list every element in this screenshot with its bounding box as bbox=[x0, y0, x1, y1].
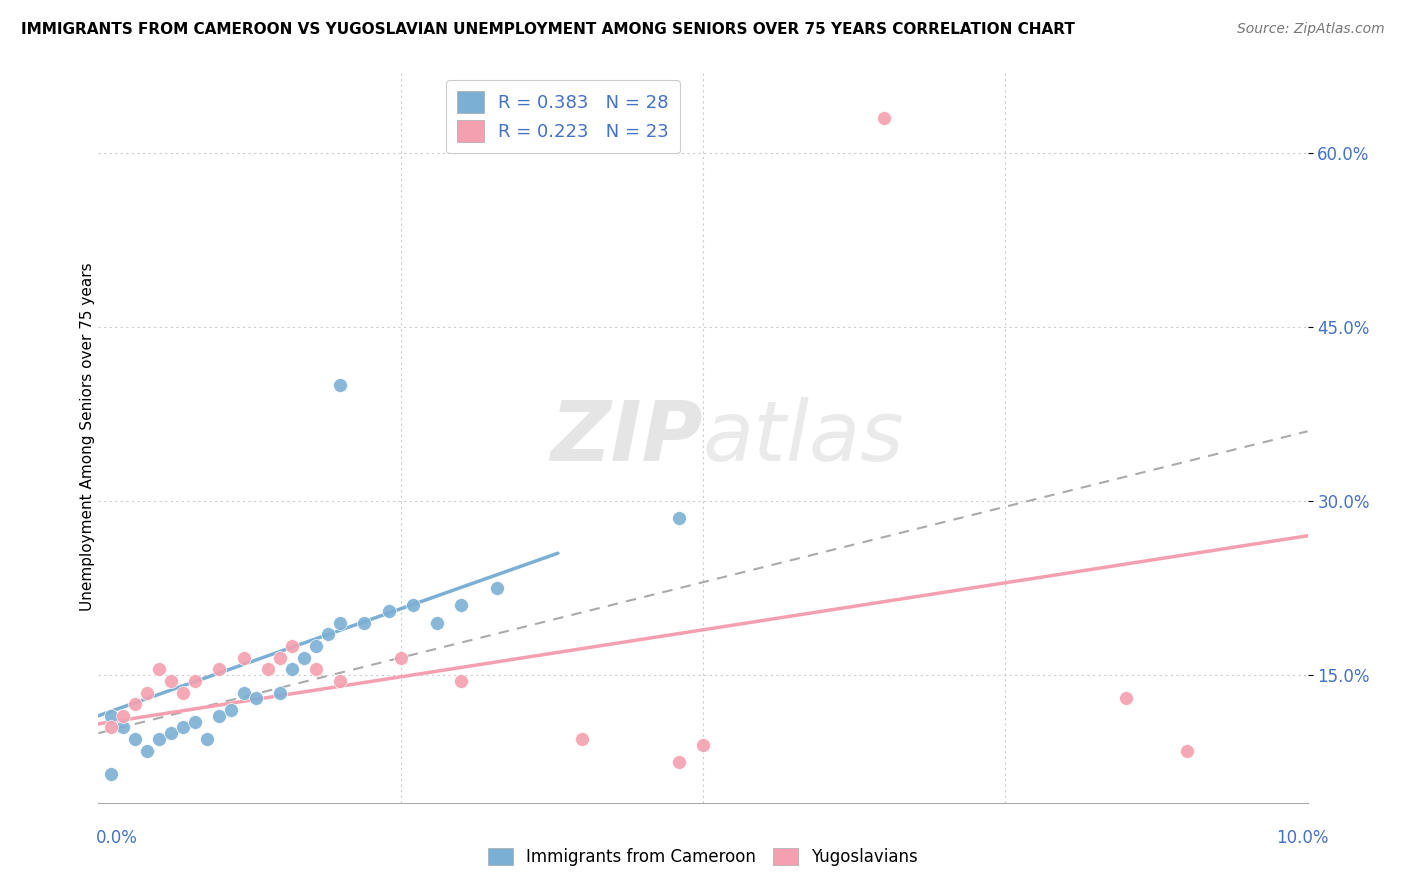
Point bbox=[426, 615, 449, 630]
Point bbox=[111, 720, 134, 734]
Point bbox=[208, 662, 231, 676]
Point bbox=[353, 615, 375, 630]
Point bbox=[692, 738, 714, 752]
Point bbox=[135, 743, 157, 757]
Point bbox=[184, 714, 207, 729]
Point bbox=[571, 731, 593, 746]
Point bbox=[316, 627, 339, 641]
Legend: R = 0.383   N = 28, R = 0.223   N = 23: R = 0.383 N = 28, R = 0.223 N = 23 bbox=[446, 80, 681, 153]
Point bbox=[305, 639, 328, 653]
Point bbox=[148, 662, 170, 676]
Point bbox=[100, 720, 122, 734]
Point bbox=[221, 703, 243, 717]
Point bbox=[450, 673, 472, 688]
Point bbox=[873, 111, 896, 125]
Point bbox=[281, 662, 304, 676]
Point bbox=[135, 685, 157, 699]
Point bbox=[1175, 743, 1198, 757]
Point bbox=[269, 650, 291, 665]
Point bbox=[1115, 691, 1137, 706]
Y-axis label: Unemployment Among Seniors over 75 years: Unemployment Among Seniors over 75 years bbox=[80, 263, 94, 611]
Text: Source: ZipAtlas.com: Source: ZipAtlas.com bbox=[1237, 22, 1385, 37]
Point bbox=[172, 720, 194, 734]
Text: ZIP: ZIP bbox=[550, 397, 703, 477]
Point bbox=[172, 685, 194, 699]
Text: 10.0%: 10.0% bbox=[1277, 829, 1329, 847]
Point bbox=[245, 691, 267, 706]
Point bbox=[100, 766, 122, 780]
Point bbox=[281, 639, 304, 653]
Legend: Immigrants from Cameroon, Yugoslavians: Immigrants from Cameroon, Yugoslavians bbox=[481, 841, 925, 873]
Point bbox=[148, 731, 170, 746]
Point bbox=[329, 673, 352, 688]
Point bbox=[269, 685, 291, 699]
Point bbox=[402, 599, 425, 613]
Point bbox=[124, 697, 146, 711]
Point bbox=[100, 708, 122, 723]
Point bbox=[292, 650, 315, 665]
Point bbox=[389, 650, 412, 665]
Point bbox=[195, 731, 218, 746]
Point bbox=[450, 599, 472, 613]
Point bbox=[184, 673, 207, 688]
Point bbox=[377, 604, 399, 618]
Point bbox=[668, 755, 690, 769]
Point bbox=[160, 673, 183, 688]
Text: 0.0%: 0.0% bbox=[96, 829, 138, 847]
Point bbox=[160, 726, 183, 740]
Text: IMMIGRANTS FROM CAMEROON VS YUGOSLAVIAN UNEMPLOYMENT AMONG SENIORS OVER 75 YEARS: IMMIGRANTS FROM CAMEROON VS YUGOSLAVIAN … bbox=[21, 22, 1076, 37]
Point bbox=[124, 731, 146, 746]
Text: atlas: atlas bbox=[703, 397, 904, 477]
Point bbox=[305, 662, 328, 676]
Point bbox=[232, 650, 254, 665]
Point bbox=[208, 708, 231, 723]
Point bbox=[232, 685, 254, 699]
Point bbox=[256, 662, 278, 676]
Point bbox=[111, 708, 134, 723]
Point bbox=[329, 615, 352, 630]
Point bbox=[486, 581, 509, 595]
Point bbox=[329, 377, 352, 392]
Point bbox=[668, 511, 690, 525]
